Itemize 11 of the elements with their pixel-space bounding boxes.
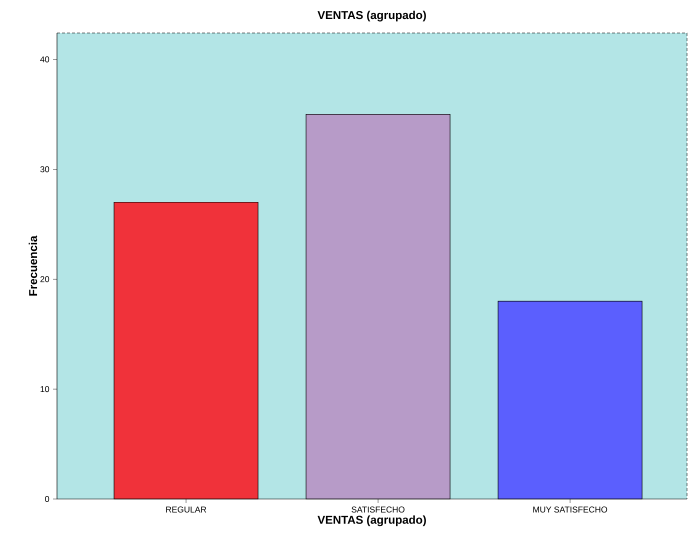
chart-title: VENTAS (agrupado)	[318, 10, 426, 22]
x-axis-title: VENTAS (agrupado)	[318, 515, 426, 526]
y-tick-label: 40	[40, 56, 50, 62]
x-tick-label: SATISFECHO	[352, 506, 404, 513]
x-tick-label: MUY SATISFECHO	[533, 506, 608, 513]
y-tick-label: 30	[40, 166, 50, 172]
y-tick-label: 10	[40, 386, 50, 392]
y-tick-label: 0	[45, 496, 50, 502]
y-axis-title: Frecuencia	[28, 236, 38, 296]
y-tick-label: 20	[40, 276, 50, 282]
x-tick-label: REGULAR	[166, 506, 206, 513]
